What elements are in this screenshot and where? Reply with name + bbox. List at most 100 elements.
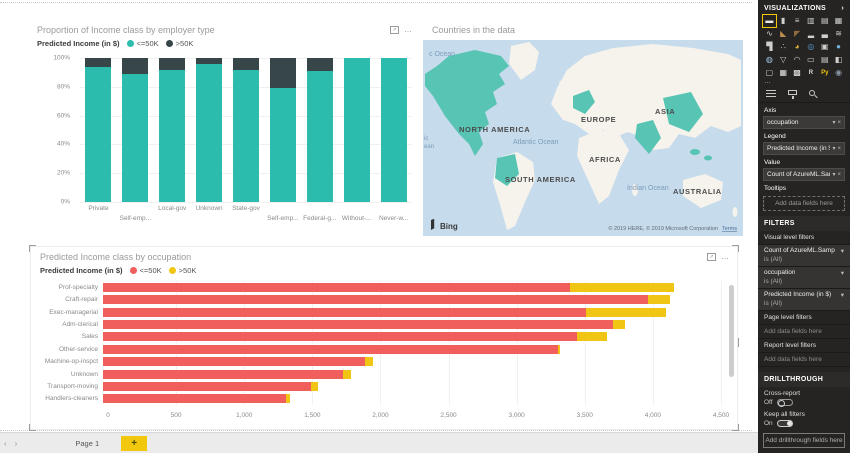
segment-le50k[interactable] <box>103 344 558 354</box>
kpi-icon[interactable]: ◧ <box>834 55 843 64</box>
arcgis-map-icon[interactable]: ◉ <box>835 68 843 77</box>
stacked-column[interactable] <box>306 58 333 202</box>
slicer-icon[interactable]: ▢ <box>765 68 774 77</box>
stacked-bar-chart-icon[interactable]: ▬ <box>762 14 777 28</box>
stacked-bar[interactable] <box>103 319 721 329</box>
bing-logo-icon[interactable] <box>431 218 439 230</box>
segment-le50k[interactable] <box>103 295 649 305</box>
selection-handle[interactable] <box>29 424 36 431</box>
waterfall-chart-icon[interactable]: ▜ <box>766 42 773 51</box>
segment-le50k[interactable] <box>122 73 149 202</box>
segment-gt50k[interactable] <box>269 58 296 89</box>
expand-filter-icon[interactable]: ▾ <box>840 248 844 255</box>
more-visuals-icon[interactable]: … <box>764 78 771 85</box>
segment-le50k[interactable] <box>103 282 570 292</box>
line-and-stacked-column-chart-icon[interactable]: ▂ <box>807 29 814 38</box>
stacked-bar[interactable] <box>103 332 721 342</box>
segment-gt50k[interactable] <box>159 58 186 70</box>
treemap-icon[interactable]: ▣ <box>820 42 829 51</box>
segment-le50k[interactable] <box>103 381 312 391</box>
clustered-column-chart-icon[interactable]: ▥ <box>807 16 815 25</box>
ribbon-chart-icon[interactable]: ≋ <box>835 29 842 38</box>
map-icon[interactable]: ● <box>836 42 841 51</box>
card-icon[interactable]: ▭ <box>807 55 815 64</box>
stacked-column[interactable] <box>85 58 112 202</box>
filter-card[interactable]: occupation ▾ is (All) <box>758 267 850 289</box>
clustered-bar-chart-icon[interactable]: ≡ <box>794 16 800 25</box>
selection-handle[interactable] <box>738 338 739 347</box>
cross-report-toggle[interactable] <box>776 399 793 407</box>
stacked-column[interactable] <box>196 58 223 202</box>
segment-le50k[interactable] <box>103 332 577 342</box>
page-filters-add-fields[interactable]: Add data fields here <box>758 325 850 339</box>
stacked-bar[interactable] <box>103 357 721 367</box>
analytics-tab-icon[interactable] <box>809 90 815 96</box>
segment-le50k[interactable] <box>380 58 407 202</box>
fields-tab-icon[interactable] <box>766 90 776 98</box>
matrix-icon[interactable]: ▩ <box>793 68 801 77</box>
segment-gt50k[interactable] <box>85 58 112 67</box>
more-options-icon[interactable]: … <box>721 252 730 261</box>
tooltips-add-fields[interactable]: Add data fields here <box>763 196 845 211</box>
segment-gt50k[interactable] <box>576 332 607 342</box>
countries-map-visual[interactable]: Countries in the data c Ocea <box>423 20 743 240</box>
selection-handle[interactable] <box>732 424 739 431</box>
line-chart-icon[interactable]: ∿ <box>766 29 773 38</box>
stacked-column[interactable] <box>380 58 407 202</box>
bing-logo-text[interactable]: Bing <box>440 222 458 231</box>
segment-le50k[interactable] <box>103 319 613 329</box>
segment-gt50k[interactable] <box>569 282 675 292</box>
map-terms-link[interactable]: Terms <box>722 226 737 232</box>
value-field-pill[interactable]: Count of AzureML.Samp ▾ × <box>763 168 845 181</box>
segment-gt50k[interactable] <box>122 58 149 74</box>
segment-gt50k[interactable] <box>233 58 259 70</box>
previous-page-icon[interactable]: ‹ <box>4 438 7 448</box>
segment-gt50k[interactable] <box>306 58 333 71</box>
stacked-bar[interactable] <box>103 295 721 305</box>
expand-filter-icon[interactable]: ▾ <box>840 270 844 277</box>
format-tab-icon[interactable] <box>788 90 797 99</box>
stacked-area-chart-icon[interactable]: ◤ <box>793 29 801 38</box>
segment-le50k[interactable] <box>103 369 344 379</box>
segment-le50k[interactable] <box>159 69 186 202</box>
line-and-clustered-column-chart-icon[interactable]: ▃ <box>821 29 828 38</box>
python-visual-icon[interactable]: Py <box>821 70 829 76</box>
expand-filter-icon[interactable]: ▾ <box>840 292 844 299</box>
axis-field-pill[interactable]: occupation ▾ × <box>763 116 845 129</box>
selection-handle[interactable] <box>29 245 36 252</box>
keep-all-filters-toggle[interactable] <box>776 420 793 427</box>
remove-field-icon[interactable]: × <box>837 119 841 126</box>
stacked-bar[interactable] <box>103 344 721 354</box>
segment-gt50k[interactable] <box>648 295 671 305</box>
stacked-column[interactable] <box>269 58 296 202</box>
collapse-pane-icon[interactable]: › <box>841 5 844 12</box>
dropdown-icon[interactable]: ▾ <box>832 146 836 152</box>
filled-map-icon[interactable]: ◍ <box>765 55 773 64</box>
segment-gt50k[interactable] <box>196 58 223 64</box>
employer-type-chart[interactable]: Proportion of Income class by employer t… <box>28 20 420 239</box>
gauge-icon[interactable]: ◠ <box>793 55 801 64</box>
add-page-button[interactable]: + <box>121 435 148 451</box>
segment-le50k[interactable] <box>85 66 112 202</box>
segment-gt50k[interactable] <box>311 381 318 391</box>
pie-chart-icon[interactable]: ◕ <box>794 42 800 51</box>
bing-map[interactable]: c Ocean ic ean NORTH AMERICA EUROPE ASIA… <box>423 40 743 236</box>
stacked-column[interactable] <box>122 58 149 202</box>
r-script-visual-icon[interactable]: R <box>808 70 814 76</box>
focus-mode-icon[interactable]: ↗ <box>390 25 399 34</box>
segment-le50k[interactable] <box>233 69 259 202</box>
segment-le50k[interactable] <box>196 63 223 202</box>
segment-le50k[interactable] <box>306 70 333 202</box>
multi-row-card-icon[interactable]: ▤ <box>820 55 829 64</box>
segment-gt50k[interactable] <box>365 357 373 367</box>
stacked-bar[interactable] <box>103 282 721 292</box>
100-stacked-bar-chart-icon[interactable]: ▤ <box>820 16 829 25</box>
stacked-bar[interactable] <box>103 394 721 404</box>
page-tab[interactable]: Page 1 <box>75 438 100 448</box>
chart-scrollbar[interactable] <box>729 285 734 377</box>
segment-gt50k[interactable] <box>557 344 560 354</box>
stacked-bar[interactable] <box>103 369 721 379</box>
segment-le50k[interactable] <box>103 394 287 404</box>
focus-mode-icon[interactable]: ↗ <box>707 252 716 261</box>
stacked-bar[interactable] <box>103 307 721 317</box>
